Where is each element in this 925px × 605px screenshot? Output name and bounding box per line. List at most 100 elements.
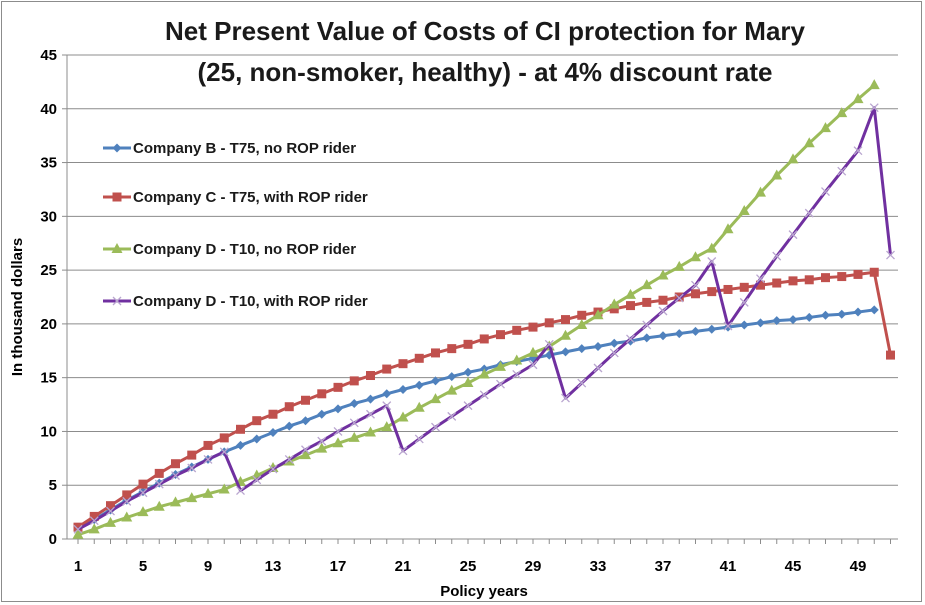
- series-4-point-47: [821, 187, 830, 197]
- series-2-point-15: [301, 395, 310, 405]
- series-1-point-38: [674, 329, 684, 339]
- series-2-point-28: [512, 325, 522, 335]
- series-3-point-19: [365, 426, 376, 437]
- y-tick-label-20: 20: [40, 316, 57, 333]
- series-4-point-29: [528, 360, 538, 370]
- x-tick-label-45: 45: [785, 558, 802, 575]
- series-3-point-48: [836, 107, 848, 118]
- series-3-point-25: [462, 377, 474, 388]
- series-3-point-31: [560, 329, 571, 340]
- series-3-point-29: [527, 346, 539, 357]
- series-1-point-34: [609, 338, 619, 348]
- series-3-point-35: [625, 288, 636, 299]
- series-2-point-41: [723, 284, 733, 294]
- legend-marker-2: [112, 192, 122, 202]
- series-4-point-46: [804, 208, 814, 218]
- series-4-point-23: [431, 422, 440, 432]
- series-1-point-12: [252, 434, 262, 444]
- series-3-point-23: [430, 393, 441, 404]
- series-4-point-11: [236, 486, 245, 496]
- series-4-point-10: [219, 447, 229, 457]
- y-tick-label-45: 45: [40, 47, 57, 64]
- y-tick-label-15: 15: [40, 370, 57, 387]
- series-4-point-15: [301, 445, 310, 455]
- series-2-point-43: [756, 280, 765, 290]
- series-1-point-49: [853, 307, 863, 317]
- series-4-point-25: [463, 401, 473, 411]
- series-4-point-44: [772, 251, 782, 261]
- series-1-point-42: [739, 320, 749, 330]
- series-4-point-40: [707, 257, 717, 266]
- series-2-point-29: [528, 322, 538, 332]
- y-tick-label-0: 0: [49, 531, 57, 548]
- series-4-point-13: [268, 464, 278, 474]
- series-1-point-18: [349, 398, 359, 408]
- legend-marker-3: [111, 243, 123, 253]
- series-2-point-22: [414, 353, 424, 363]
- series-2-point-21: [398, 359, 408, 369]
- series-3-point-50: [868, 79, 880, 90]
- series-3-point-32: [576, 318, 588, 329]
- y-tick-label-35: 35: [40, 155, 57, 172]
- series-2-point-26: [479, 334, 489, 344]
- series-4-point-24: [447, 411, 457, 421]
- series-1-point-21: [398, 384, 408, 394]
- series-4-point-51: [886, 250, 895, 260]
- series-2-point-12: [252, 416, 262, 426]
- series-4-point-38: [674, 293, 684, 303]
- series-1-point-31: [561, 347, 570, 357]
- series-4-point-8: [187, 463, 197, 473]
- series-2-point-46: [804, 275, 814, 285]
- series-3-point-2: [88, 523, 100, 534]
- series-4-point-33: [593, 363, 603, 373]
- series-2-point-6: [154, 468, 164, 478]
- series-1-point-11: [236, 440, 245, 450]
- x-tick-label-17: 17: [330, 558, 347, 575]
- series-4-point-1: [73, 524, 83, 534]
- series-3-point-33: [592, 309, 604, 320]
- series-2-point-39: [691, 289, 700, 299]
- series-2-point-7: [171, 459, 180, 469]
- series-4-point-19: [366, 409, 375, 419]
- series-3-point-37: [657, 269, 669, 280]
- series-1-point-25: [463, 367, 473, 377]
- legend-label-4: Company D - T10, with ROP rider: [133, 293, 368, 310]
- series-2-point-25: [463, 339, 473, 349]
- series-4-point-22: [414, 434, 424, 444]
- series-2-point-31: [561, 315, 570, 325]
- y-tick-label-5: 5: [49, 477, 57, 494]
- series-3-point-17: [332, 437, 344, 448]
- series-1-point-37: [658, 331, 668, 341]
- series-4-point-36: [642, 320, 652, 330]
- series-3-point-41: [722, 223, 734, 234]
- series-2-point-11: [236, 424, 245, 434]
- series-1-point-36: [642, 333, 652, 343]
- series-2-point-44: [772, 278, 782, 288]
- series-2-point-30: [544, 318, 554, 328]
- y-tick-labels: 0 5 10 15 20 25 30 35 40 45: [40, 47, 57, 548]
- series-1-point-15: [301, 416, 310, 426]
- y-tick-label-10: 10: [40, 423, 57, 440]
- series-3-point-22: [413, 401, 425, 412]
- series-1-point-43: [756, 318, 765, 328]
- series-4-point-45: [788, 230, 798, 240]
- series-2-point-42: [739, 282, 749, 292]
- series-4-point-4: [122, 496, 132, 506]
- y-tick-label-25: 25: [40, 262, 57, 279]
- series-3-point-20: [381, 421, 393, 432]
- series-4-point-41: [723, 321, 733, 331]
- series-4-point-3: [106, 506, 115, 516]
- legend-item-3: Company D - T10, no ROP rider: [103, 241, 356, 258]
- series-2-point-34: [609, 304, 619, 314]
- series-4-point-14: [284, 454, 294, 464]
- series-1-point-14: [284, 421, 294, 431]
- series-2-point-2: [89, 511, 99, 521]
- series-4: [73, 103, 895, 534]
- series-4-point-37: [658, 306, 668, 316]
- series-4-point-50: [869, 103, 879, 113]
- series-3-point-15: [300, 449, 311, 460]
- series-3-point-21: [397, 411, 409, 422]
- series-3-point-43: [755, 186, 766, 197]
- series-3-point-49: [852, 93, 864, 104]
